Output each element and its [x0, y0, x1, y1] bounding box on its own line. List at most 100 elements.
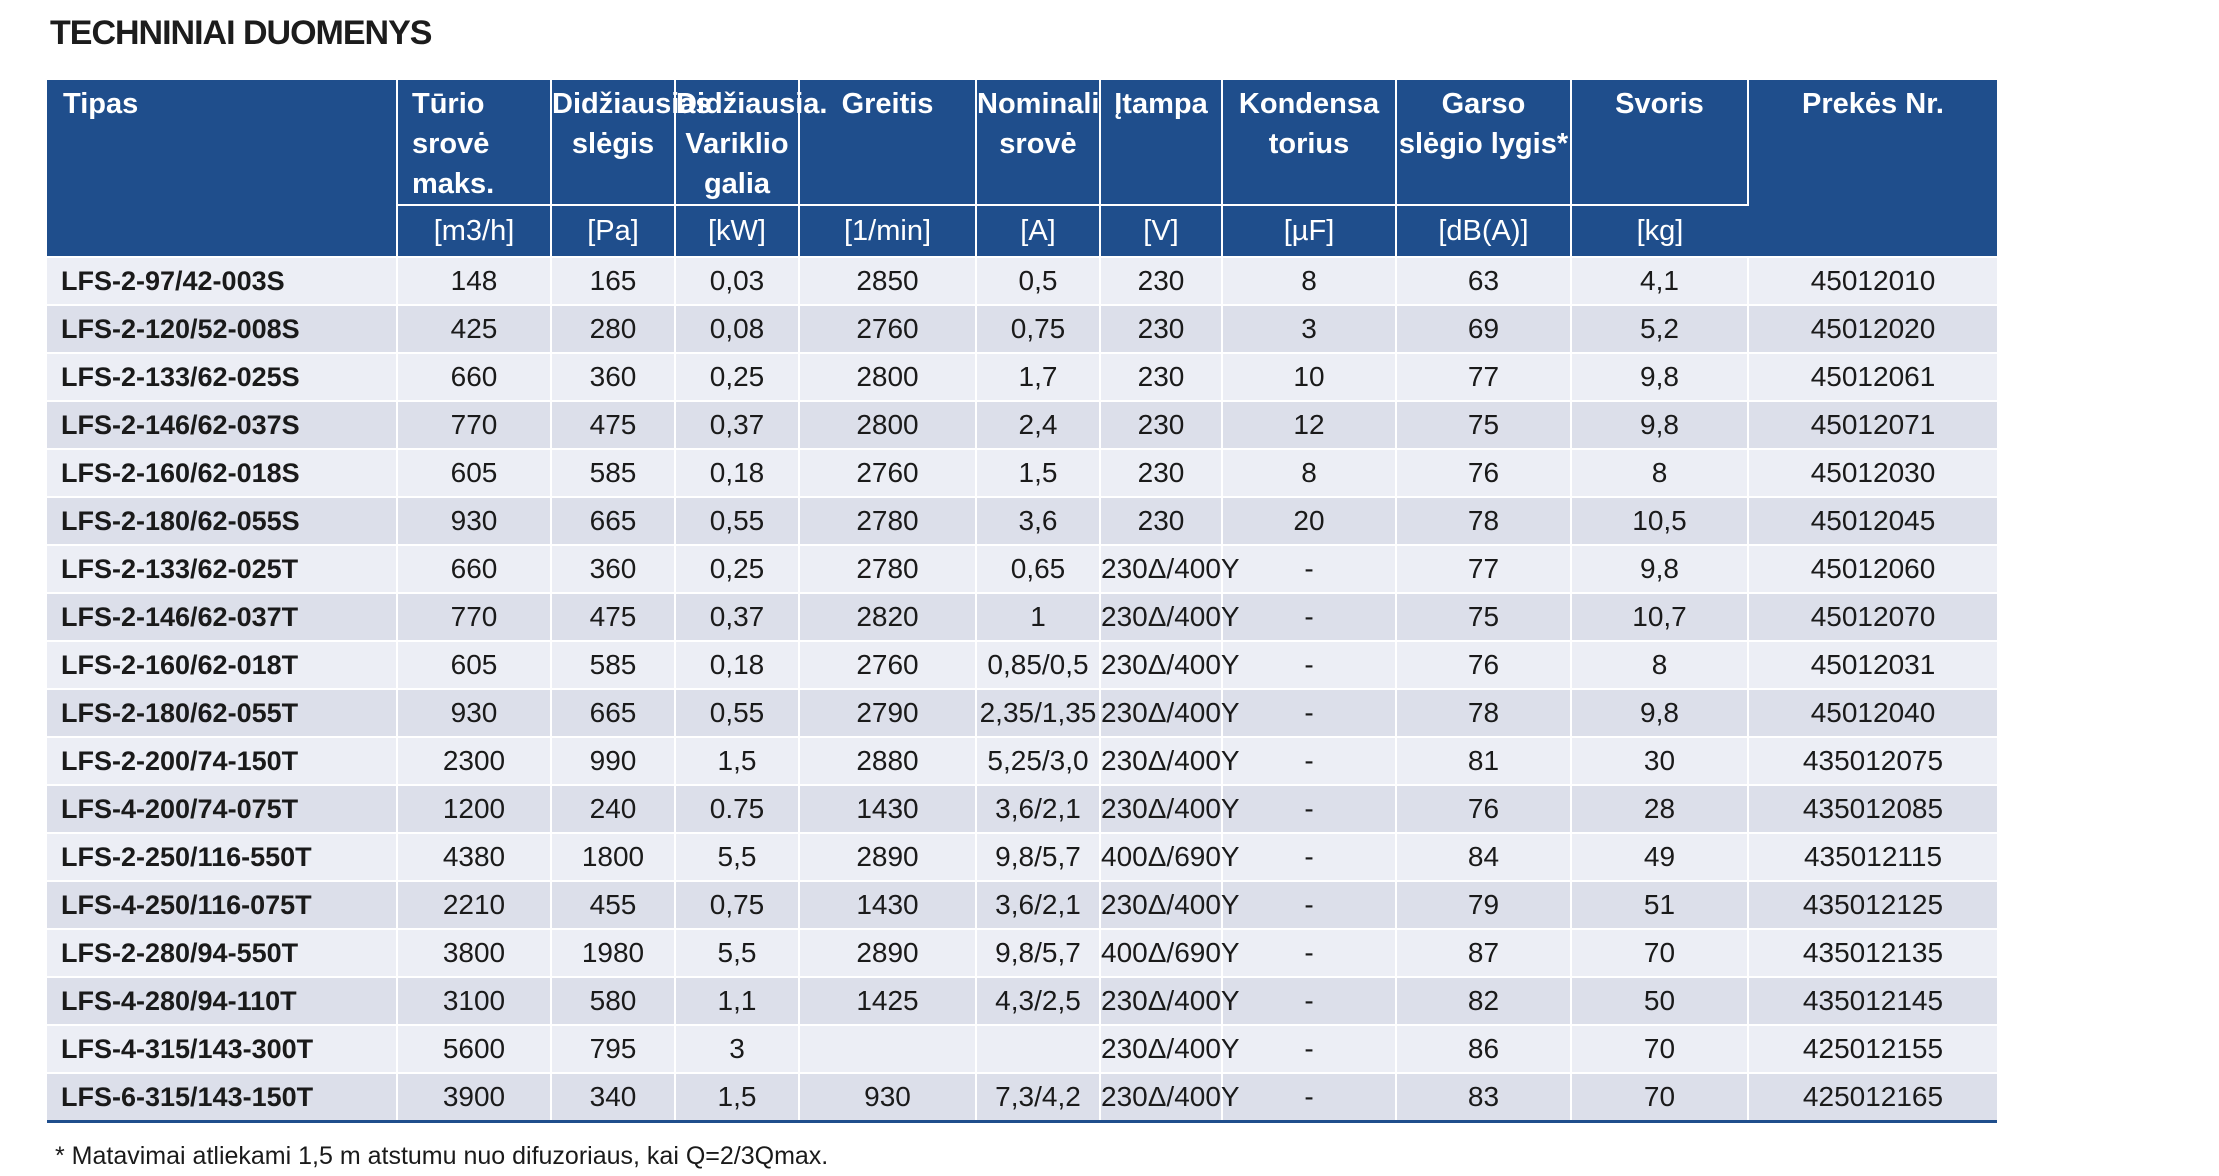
table-cell: 79: [1396, 880, 1572, 929]
table-cell: 10,5: [1571, 496, 1749, 545]
model-name-cell: LFS-2-280/94-550T: [47, 928, 398, 977]
table-cell: 425012165: [1748, 1072, 1997, 1123]
table-cell: 20: [1222, 496, 1397, 545]
table-cell: 2790: [799, 688, 977, 737]
table-cell: 2760: [799, 448, 977, 497]
table-cell: 1,5: [976, 448, 1101, 497]
table-row: LFS-2-180/62-055T 930 665 0,55 2790 2,35/1,35…: [47, 688, 2187, 737]
table-cell: 1,5: [675, 736, 800, 785]
table-cell: -: [1222, 784, 1397, 833]
table-cell: 230Δ/400Y: [1100, 640, 1240, 689]
table-cell: 0,18: [675, 640, 800, 689]
table-cell: 0.75: [675, 784, 800, 833]
table-cell: 7,3/4,2: [976, 1072, 1101, 1123]
table-body: LFS-2-97/42-003S 148 165 0,03 2850 0,5 230 8 63 4…: [47, 256, 2187, 1123]
unit-weight: [kg]: [1571, 204, 1748, 257]
table-cell: 45012010: [1748, 256, 1997, 305]
table-cell: 230Δ/400Y: [1100, 688, 1240, 737]
table-cell: 3: [675, 1024, 800, 1073]
table-cell: 45012071: [1748, 400, 1997, 449]
table-cell: 4,1: [1571, 256, 1749, 305]
table-cell: 2880: [799, 736, 977, 785]
table-cell: 1430: [799, 880, 977, 929]
model-name-cell: LFS-2-133/62-025S: [47, 352, 398, 401]
table-cell: 2760: [799, 304, 977, 353]
table-cell: 5,2: [1571, 304, 1749, 353]
table-cell: 230Δ/400Y: [1100, 976, 1240, 1025]
unit-current: [A]: [976, 204, 1101, 257]
table-cell: 165: [551, 256, 676, 305]
table-cell: 2300: [397, 736, 552, 785]
table-cell: -: [1222, 1024, 1397, 1073]
table-cell: 1200: [397, 784, 552, 833]
table-cell: 1,1: [675, 976, 800, 1025]
table-cell: 82: [1396, 976, 1572, 1025]
table-cell: 45012030: [1748, 448, 1997, 497]
table-cell: 4,3/2,5: [976, 976, 1101, 1025]
table-cell: 45012070: [1748, 592, 1997, 641]
model-name-cell: LFS-4-315/143-300T: [47, 1024, 398, 1073]
table-cell: 0,18: [675, 448, 800, 497]
col-header-current: Nominali srovė: [976, 80, 1101, 205]
col-header-pressure: Didžiausias slėgis: [551, 80, 712, 205]
table-cell: 45012045: [1748, 496, 1997, 545]
table-cell: 0,03: [675, 256, 800, 305]
table-cell: [976, 1024, 1101, 1073]
table-cell: 70: [1571, 928, 1749, 977]
table-cell: 0,37: [675, 592, 800, 641]
model-name-cell: LFS-2-180/62-055S: [47, 496, 398, 545]
table-cell: 400Δ/690Y: [1100, 928, 1240, 977]
table-cell: 435012135: [1748, 928, 1997, 977]
table-cell: 770: [397, 592, 552, 641]
unit-speed: [1/min]: [799, 204, 977, 257]
table-cell: 3,6/2,1: [976, 880, 1101, 929]
model-name-cell: LFS-4-280/94-110T: [47, 976, 398, 1025]
table-row: LFS-4-280/94-110T 3100 580 1,1 1425 4,3/2,5 23…: [47, 976, 2187, 1025]
table-row: LFS-4-200/74-075T 1200 240 0.75 1430 3,6/2,1 2…: [47, 784, 2187, 833]
table-cell: 2780: [799, 496, 977, 545]
table-cell: 45012060: [1748, 544, 1997, 593]
table-row: LFS-4-250/116-075T 2210 455 0,75 1430 3,6/2,1…: [47, 880, 2187, 929]
table-cell: 49: [1571, 832, 1749, 881]
model-name-cell: LFS-2-180/62-055T: [47, 688, 398, 737]
table-cell: 8: [1222, 448, 1397, 497]
table-cell: 1425: [799, 976, 977, 1025]
table-cell: 2780: [799, 544, 977, 593]
table-cell: 3900: [397, 1072, 552, 1123]
table-cell: 400Δ/690Y: [1100, 832, 1240, 881]
table-cell: 69: [1396, 304, 1572, 353]
table-row: LFS-2-160/62-018T 605 585 0,18 2760 0,85/0,5 2…: [47, 640, 2187, 689]
table-cell: 3,6: [976, 496, 1101, 545]
unit-power: [kW]: [675, 204, 800, 257]
col-header-sound: Garso slėgio lygis*: [1396, 80, 1572, 205]
table-cell: -: [1222, 688, 1397, 737]
table-cell: 2210: [397, 880, 552, 929]
table-cell: 605: [397, 448, 552, 497]
table-cell: 12: [1222, 400, 1397, 449]
unit-pressure: [Pa]: [551, 204, 676, 257]
table-cell: 0,65: [976, 544, 1101, 593]
model-name-cell: LFS-2-160/62-018T: [47, 640, 398, 689]
table-cell: 230Δ/400Y: [1100, 736, 1240, 785]
table-cell: 2,4: [976, 400, 1101, 449]
unit-capacitor: [µF]: [1222, 204, 1397, 257]
table-cell: 86: [1396, 1024, 1572, 1073]
col-header-type: Tipas: [47, 80, 398, 257]
table-cell: 580: [551, 976, 676, 1025]
table-cell: 585: [551, 640, 676, 689]
table-cell: -: [1222, 1072, 1397, 1123]
table-row: LFS-2-146/62-037S 770 475 0,37 2800 2,4 230 12 7…: [47, 400, 2187, 449]
table-row: LFS-2-146/62-037T 770 475 0,37 2820 1 230Δ/400…: [47, 592, 2187, 641]
table-row: LFS-4-315/143-300T 5600 795 3 230Δ/400Y -86 70…: [47, 1024, 2187, 1073]
table-cell: 2890: [799, 928, 977, 977]
table-cell: 1800: [551, 832, 676, 881]
page-title: TECHNINIAI DUOMENYS: [50, 14, 432, 52]
table-cell: 2,35/1,35: [976, 688, 1101, 737]
table-cell: 230: [1100, 400, 1223, 449]
table-cell: 45012061: [1748, 352, 1997, 401]
table-cell: 230: [1100, 352, 1223, 401]
col-header-weight: Svoris: [1571, 80, 1749, 205]
table-cell: 0,25: [675, 544, 800, 593]
table-cell: 0,55: [675, 688, 800, 737]
table-cell: 455: [551, 880, 676, 929]
